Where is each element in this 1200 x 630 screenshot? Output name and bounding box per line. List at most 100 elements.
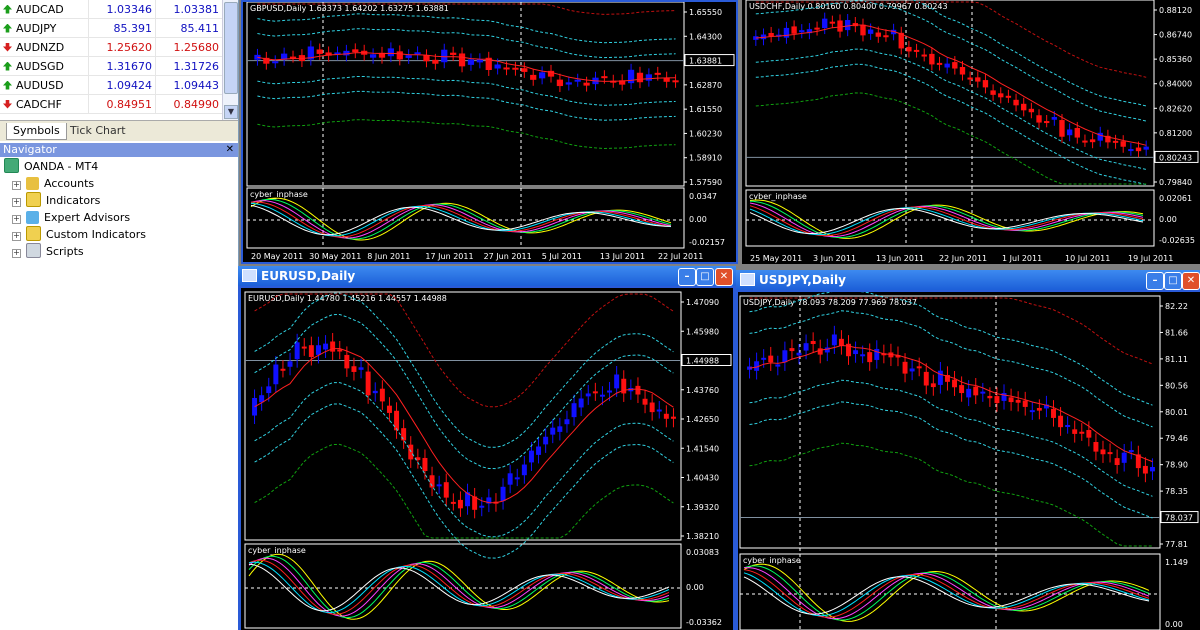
tree-item-custom-indicators[interactable]: + Custom Indicators bbox=[0, 226, 146, 243]
expand-icon[interactable]: + bbox=[12, 197, 21, 207]
chart-header: EURUSD,Daily 1.44780 1.45216 1.44557 1.4… bbox=[248, 294, 447, 303]
market-watch-row[interactable]: CADCHF 0.84951 0.84990 bbox=[0, 94, 222, 114]
market-watch-row[interactable]: AUDJPY 85.391 85.411 bbox=[0, 18, 222, 38]
left-panel: AUDCAD 1.03346 1.03381 AUDJPY 85.391 85.411 AU… bbox=[0, 0, 239, 630]
close-button[interactable]: ✕ bbox=[715, 268, 733, 286]
symbol-cell: CADCHF bbox=[0, 94, 89, 114]
maximize-button[interactable]: □ bbox=[1164, 272, 1182, 290]
titlebar-eurusd[interactable]: EURUSD,Daily – □ ✕ bbox=[238, 266, 736, 286]
candle-body bbox=[1120, 141, 1126, 147]
candle-body bbox=[817, 348, 823, 355]
candle-body bbox=[952, 62, 958, 69]
candle-body bbox=[796, 352, 802, 356]
minimize-button[interactable]: – bbox=[1146, 272, 1164, 290]
candle-body bbox=[909, 368, 915, 372]
chart-gbpusd[interactable]: GBPUSD,Daily 1.63373 1.64202 1.63275 1.6… bbox=[243, 2, 736, 262]
ask-cell: 1.31726 bbox=[155, 56, 222, 76]
symbol-cell: AUDCAD bbox=[0, 0, 89, 19]
candle-body bbox=[635, 385, 641, 395]
oscillator-line bbox=[248, 561, 670, 614]
date-label: 3 Jun 2011 bbox=[813, 254, 856, 263]
candle-body bbox=[636, 72, 644, 83]
chart-window-gbpusd[interactable]: GBPUSD,Daily 1.63373 1.64202 1.63275 1.6… bbox=[241, 0, 738, 264]
maximize-button[interactable]: □ bbox=[696, 268, 714, 286]
candle-body bbox=[1128, 149, 1134, 152]
tree-item-expert-advisors[interactable]: + Expert Advisors bbox=[0, 209, 146, 226]
indicator-value-label: -0.02157 bbox=[689, 238, 725, 247]
candle-body bbox=[503, 67, 510, 70]
candle-body bbox=[1100, 449, 1106, 455]
candle-body bbox=[1128, 450, 1134, 453]
indicator-value-label: 0.00 bbox=[1165, 620, 1183, 629]
candle-body bbox=[1135, 454, 1141, 469]
candle-body bbox=[754, 361, 760, 371]
candle-body bbox=[315, 345, 321, 355]
current-price-box bbox=[681, 354, 732, 366]
expand-icon[interactable]: + bbox=[12, 180, 21, 190]
candle-body bbox=[1021, 103, 1027, 111]
close-button[interactable]: ✕ bbox=[1182, 272, 1200, 290]
candle-body bbox=[316, 49, 323, 54]
price-label: 1.63881 bbox=[689, 57, 722, 66]
chart-window-eurusd[interactable]: EURUSD,Daily 1.44780 1.45216 1.44557 1.4… bbox=[241, 288, 733, 630]
minimize-button[interactable]: – bbox=[678, 268, 696, 286]
price-label: 1.44988 bbox=[686, 357, 719, 366]
expand-icon[interactable]: + bbox=[12, 231, 21, 241]
close-icon[interactable]: ✕ bbox=[225, 144, 234, 155]
candle-body bbox=[883, 35, 889, 38]
price-label: 0.88120 bbox=[1159, 6, 1192, 15]
price-label: 1.61550 bbox=[689, 105, 722, 114]
candle-body bbox=[436, 484, 442, 487]
candle-body bbox=[838, 338, 844, 346]
titlebar-usdjpy[interactable]: USDJPY,Daily – □ ✕ bbox=[736, 270, 1200, 290]
market-watch-scrollbar[interactable]: ▼ bbox=[222, 0, 238, 120]
tree-item-indicators[interactable]: + Indicators bbox=[0, 192, 146, 209]
tree-item-accounts[interactable]: + Accounts bbox=[0, 175, 146, 192]
bid-cell: 0.84951 bbox=[88, 94, 156, 114]
candle-body bbox=[441, 49, 448, 63]
market-watch-row[interactable]: AUDNZD 1.25620 1.25680 bbox=[0, 37, 222, 57]
candle-body bbox=[494, 64, 501, 69]
price-label: 1.64300 bbox=[689, 32, 722, 41]
chart-usdjpy[interactable]: USDJPY,Daily 78.093 78.209 77.969 78.037… bbox=[738, 292, 1200, 630]
candle-body bbox=[837, 20, 843, 32]
market-watch-row[interactable]: AUDUSD 1.09424 1.09443 bbox=[0, 75, 222, 95]
upper-outer-band bbox=[254, 293, 674, 408]
candle-body bbox=[476, 59, 483, 63]
market-watch-row[interactable]: AUDCAD 1.03346 1.03381 bbox=[0, 0, 222, 19]
tree-item-label: Scripts bbox=[46, 245, 84, 258]
bid-cell: 1.25620 bbox=[88, 37, 156, 57]
candle-body bbox=[301, 346, 307, 349]
indicator-pane-frame bbox=[745, 189, 1155, 247]
candle-body bbox=[929, 53, 935, 65]
candle-body bbox=[280, 368, 286, 371]
price-label: 81.11 bbox=[1165, 355, 1188, 364]
chart-eurusd[interactable]: EURUSD,Daily 1.44780 1.45216 1.44557 1.4… bbox=[241, 288, 733, 630]
window-frame-eurusd: EURUSD,Daily – □ ✕ EURUSD,Daily 1.44780 … bbox=[238, 266, 736, 630]
scroll-down-arrow[interactable]: ▼ bbox=[224, 105, 238, 119]
price-label: 80.01 bbox=[1165, 408, 1188, 417]
tab-symbols[interactable]: Symbols bbox=[6, 123, 67, 140]
chart-window-usdchf[interactable]: USDCHF,Daily 0.80160 0.80400 0.79967 0.8… bbox=[742, 0, 1200, 264]
candle-body bbox=[547, 70, 555, 77]
candle-body bbox=[485, 57, 492, 70]
scripts-icon bbox=[26, 243, 41, 258]
market-watch-row[interactable]: AUDSGD 1.31670 1.31726 bbox=[0, 56, 222, 76]
ask-cell: 1.25680 bbox=[155, 37, 222, 57]
scroll-thumb[interactable] bbox=[224, 2, 238, 94]
candle-body bbox=[881, 353, 887, 356]
tab-tick-chart[interactable]: Tick Chart bbox=[70, 124, 126, 137]
main-pane-frame bbox=[745, 0, 1155, 187]
tree-item-scripts[interactable]: + Scripts bbox=[0, 243, 146, 260]
candle-body bbox=[1112, 140, 1119, 143]
expand-icon[interactable]: + bbox=[12, 214, 21, 224]
candle-body bbox=[645, 74, 652, 81]
expand-icon[interactable]: + bbox=[12, 248, 21, 258]
tree-root[interactable]: OANDA - MT4 bbox=[0, 158, 146, 175]
candle-body bbox=[1029, 410, 1035, 413]
chart-window-icon bbox=[740, 273, 755, 286]
candle-body bbox=[521, 464, 527, 476]
chart-window-usdjpy[interactable]: USDJPY,Daily 78.093 78.209 77.969 78.037… bbox=[738, 292, 1200, 630]
chart-usdchf[interactable]: USDCHF,Daily 0.80160 0.80400 0.79967 0.8… bbox=[742, 0, 1200, 264]
candle-body bbox=[521, 68, 528, 72]
